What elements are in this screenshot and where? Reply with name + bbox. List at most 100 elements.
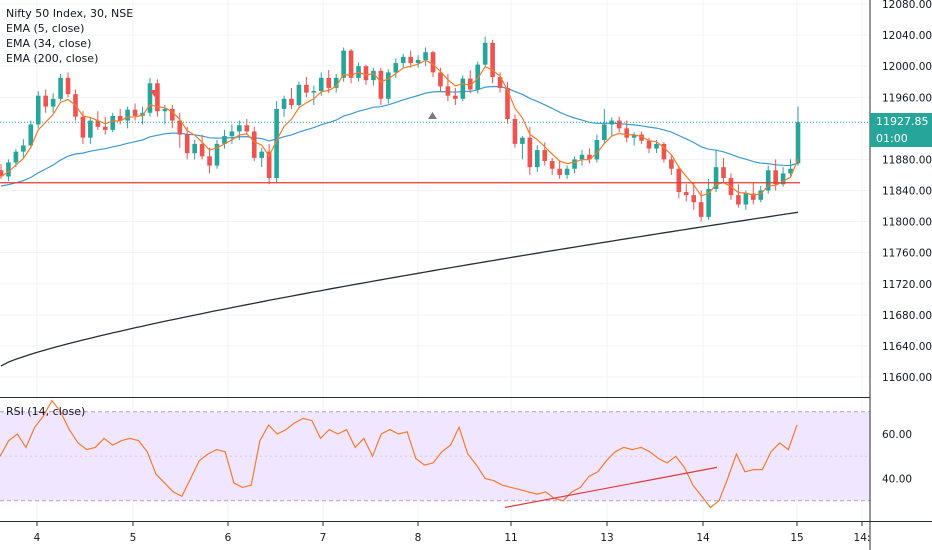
candle [214, 139, 220, 169]
rsi-tick-label: 40.00 [882, 474, 912, 486]
candle-body [631, 134, 637, 138]
candle [490, 39, 495, 84]
candle-body [639, 134, 644, 141]
candle-body [147, 83, 153, 113]
candle [132, 103, 138, 121]
candle-body [676, 168, 682, 193]
candle-body [587, 154, 592, 160]
candle-body [244, 125, 250, 132]
candle-body [534, 150, 540, 168]
candle [244, 119, 250, 135]
time-tick-label: 11 [504, 532, 517, 544]
candle-body [341, 50, 346, 78]
ema200-line-layer [0, 211, 799, 367]
ema34-line-layer [0, 85, 799, 187]
ema5-line-layer [0, 59, 799, 197]
price-tick-label: 11960.00 [882, 92, 932, 104]
candle [6, 159, 11, 182]
candle-body [155, 83, 160, 112]
candle [155, 79, 160, 117]
countdown-label: 01:00 [870, 130, 932, 147]
candle-body [750, 193, 756, 200]
candle [222, 129, 227, 149]
candle-body [333, 77, 339, 88]
candle [676, 165, 682, 199]
candle-body [497, 77, 503, 88]
candle [35, 91, 41, 129]
candle [557, 160, 562, 179]
candle-body [102, 126, 108, 130]
candle [512, 114, 518, 148]
candle [21, 139, 26, 158]
candle-body [304, 84, 309, 93]
candle-body [594, 139, 600, 160]
candle-body [602, 124, 607, 140]
candle [616, 116, 622, 133]
candle [706, 178, 711, 221]
candle-body [274, 108, 279, 179]
candle [691, 182, 697, 210]
legend-rsi[interactable]: RSI (14, close) [6, 405, 86, 418]
candle [423, 47, 428, 67]
candle-body [35, 95, 41, 125]
overlays-layer [0, 90, 870, 184]
rsi-trendline [504, 466, 718, 509]
candle [311, 85, 317, 106]
candle-body [259, 151, 265, 158]
price-tick-label: 11880.00 [882, 154, 932, 166]
candle [147, 77, 153, 117]
candle-body [669, 159, 674, 169]
candle [602, 108, 607, 144]
candle-body [207, 156, 212, 166]
price-tick-label: 11640.00 [882, 341, 932, 353]
candle-body [512, 119, 518, 144]
candle [393, 58, 399, 78]
candle [274, 101, 279, 183]
candle-body [765, 170, 771, 191]
candle-body [683, 192, 689, 196]
candle [795, 106, 801, 166]
candle-body [438, 72, 443, 87]
candle-body [542, 150, 548, 161]
candle-body [162, 108, 168, 112]
candle-body [430, 52, 436, 73]
candle-body [117, 115, 123, 121]
candle [289, 87, 294, 109]
candle [482, 36, 488, 68]
candle [266, 143, 272, 185]
candle [736, 184, 741, 208]
time-tick-label: 14: [854, 532, 871, 544]
candle-body [95, 120, 101, 127]
candle-body [795, 122, 801, 164]
price-tick-label: 11840.00 [882, 186, 932, 198]
legend-ema34[interactable]: EMA (34, close) [6, 37, 92, 50]
legend-ema200[interactable]: EMA (200, close) [6, 52, 99, 65]
candle-body [393, 63, 399, 73]
candle-body [758, 190, 764, 200]
candle-body [557, 168, 562, 175]
candle-body [646, 140, 652, 149]
candle-body [482, 42, 488, 65]
candle [475, 61, 481, 94]
time-tick-label: 5 [130, 532, 137, 544]
candle-body [132, 109, 138, 116]
candle-body [363, 66, 369, 81]
candle-body [549, 160, 555, 169]
price-tick-label: 11760.00 [882, 248, 932, 260]
price-tick-label: 11600.00 [882, 372, 932, 384]
candle-body [520, 137, 525, 144]
candle [28, 120, 34, 149]
candle-body [736, 195, 741, 205]
candle-body [475, 64, 481, 90]
rsi-panel [0, 399, 870, 509]
candle [13, 149, 19, 168]
main-legend[interactable]: Nifty 50 Index, 30, NSE EMA (5, close) E… [6, 6, 133, 66]
candle-body [467, 78, 473, 90]
legend-ema5[interactable]: EMA (5, close) [6, 22, 85, 35]
candle-body [318, 77, 324, 92]
time-tick-label: 15 [790, 532, 803, 544]
time-tick-label: 13 [600, 532, 613, 544]
candle [467, 70, 473, 94]
rsi-tick-label: 60.00 [882, 429, 912, 441]
